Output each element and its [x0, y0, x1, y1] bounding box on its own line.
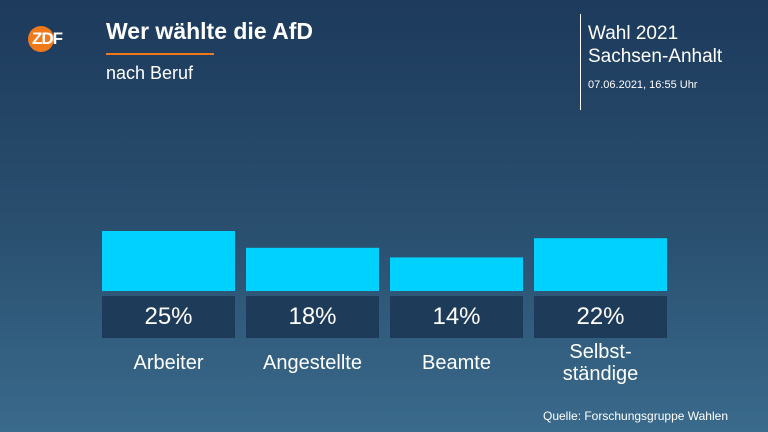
source-note: Quelle: Forschungsgruppe Wahlen — [543, 409, 728, 423]
chart-title: Wer wählte die AfD — [106, 18, 314, 44]
data-label-4: 22% — [534, 296, 667, 338]
data-label-1: 25% — [102, 296, 235, 338]
data-label-3: 14% — [390, 296, 523, 338]
election-region: Sachsen-Anhalt — [588, 46, 723, 67]
election-name: Wahl 2021 — [588, 23, 679, 44]
header-divider — [580, 14, 581, 110]
bar-3 — [390, 257, 523, 291]
bar-4 — [534, 238, 667, 291]
bar-1 — [102, 231, 235, 291]
data-label-2: 18% — [246, 296, 379, 338]
category-label-2: Angestellte — [263, 352, 362, 374]
zdf-logo-text: ZDF — [32, 29, 63, 48]
title-underline — [106, 53, 214, 55]
category-label-3: Beamte — [422, 352, 491, 374]
category-label-1: Arbeiter — [133, 352, 204, 374]
zdf-logo: ZDF — [28, 26, 80, 52]
chart-subtitle: nach Beruf — [106, 63, 194, 83]
bar-2 — [246, 247, 379, 291]
timestamp: 07.06.2021, 16:55 Uhr — [588, 79, 698, 91]
election-title: Wahl 2021 Sachsen-Anhalt — [588, 22, 764, 68]
zdf-logo-circle-icon — [28, 26, 54, 52]
category-label-4: Selbst- ständige — [562, 341, 639, 385]
